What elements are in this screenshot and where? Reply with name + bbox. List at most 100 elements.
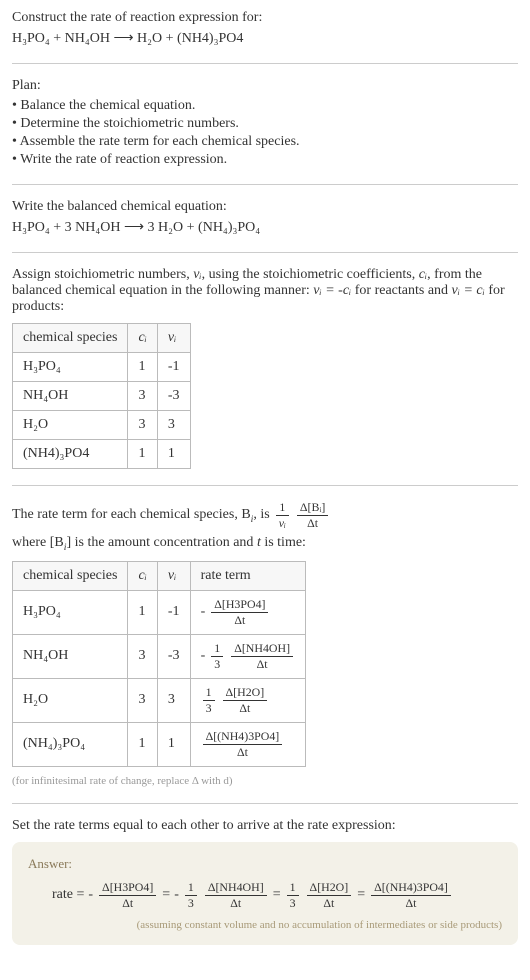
plan-item: • Determine the stoichiometric numbers. bbox=[12, 116, 518, 132]
balanced-title: Write the balanced chemical equation: bbox=[12, 199, 518, 215]
cell: 3 bbox=[128, 411, 157, 440]
numerator: 1 bbox=[211, 641, 223, 657]
divider bbox=[12, 184, 518, 185]
plan-section: Plan: • Balance the chemical equation. •… bbox=[12, 78, 518, 168]
cell-rate: -Δ[H3PO4]Δt bbox=[190, 590, 305, 634]
fraction: Δ[Bᵢ]Δt bbox=[297, 500, 328, 531]
table-row: H₂O33 bbox=[13, 411, 191, 440]
denominator: Δt bbox=[371, 896, 451, 911]
col-header: rate term bbox=[190, 561, 305, 590]
col-header: cᵢ bbox=[128, 561, 157, 590]
cell: 1 bbox=[157, 722, 190, 766]
cell: 1 bbox=[128, 722, 157, 766]
fraction: Δ[H2O]Δt bbox=[223, 685, 268, 716]
table-row: (NH4)₃PO411 bbox=[13, 440, 191, 469]
cell-rate: -13 Δ[NH4OH]Δt bbox=[190, 634, 305, 678]
numerator: Δ[H2O] bbox=[223, 685, 268, 701]
fraction: 1νᵢ bbox=[276, 500, 289, 531]
cell: 3 bbox=[128, 678, 157, 722]
numerator: Δ[H2O] bbox=[307, 880, 352, 896]
header-section: Construct the rate of reaction expressio… bbox=[12, 10, 518, 47]
cell: 3 bbox=[128, 382, 157, 411]
text: , using the stoichiometric coefficients, bbox=[202, 267, 419, 282]
cell: H₃PO₄ bbox=[13, 590, 128, 634]
fraction: Δ[NH4OH]Δt bbox=[231, 641, 293, 672]
balanced-equation: H₃PO₄ + 3 NH₄OH ⟶ 3 H₂O + (NH₄)₃PO₄ bbox=[12, 219, 518, 236]
text: is time: bbox=[261, 535, 306, 550]
plan-list: • Balance the chemical equation. • Deter… bbox=[12, 98, 518, 168]
cell: 1 bbox=[128, 590, 157, 634]
cell: NH₄OH bbox=[13, 382, 128, 411]
stoich-section: Assign stoichiometric numbers, νᵢ, using… bbox=[12, 267, 518, 469]
denominator: 3 bbox=[211, 657, 223, 672]
numerator: Δ[NH4OH] bbox=[231, 641, 293, 657]
table-header-row: chemical species cᵢ νᵢ bbox=[13, 324, 191, 353]
cell: 3 bbox=[157, 678, 190, 722]
numerator: Δ[H3PO4] bbox=[211, 597, 268, 613]
fraction: 13 bbox=[203, 685, 215, 716]
numerator: Δ[NH4OH] bbox=[205, 880, 267, 896]
denominator: Δt bbox=[307, 896, 352, 911]
denominator: Δt bbox=[211, 613, 268, 628]
rateterm-note: (for infinitesimal rate of change, repla… bbox=[12, 775, 518, 787]
sign: - bbox=[201, 604, 206, 620]
eq: νᵢ = -cᵢ bbox=[313, 283, 351, 298]
plan-item-text: Balance the chemical equation. bbox=[20, 98, 195, 113]
equals: = bbox=[357, 887, 365, 903]
fraction: Δ[(NH4)3PO4]Δt bbox=[371, 880, 451, 911]
stoich-table: chemical species cᵢ νᵢ H₃PO₄1-1 NH₄OH3-3… bbox=[12, 323, 191, 469]
cell-rate: 13 Δ[H2O]Δt bbox=[190, 678, 305, 722]
cell: H₃PO₄ bbox=[13, 353, 128, 382]
equals: = bbox=[273, 887, 281, 903]
balanced-section: Write the balanced chemical equation: H₃… bbox=[12, 199, 518, 236]
numerator: 1 bbox=[185, 880, 197, 896]
stoich-intro: Assign stoichiometric numbers, νᵢ, using… bbox=[12, 267, 518, 315]
cell: -1 bbox=[157, 590, 190, 634]
rateterm-section: The rate term for each chemical species,… bbox=[12, 500, 518, 787]
header-title: Construct the rate of reaction expressio… bbox=[12, 10, 518, 26]
text: where [B bbox=[12, 535, 64, 550]
text: The rate term for each chemical species,… bbox=[12, 507, 251, 522]
col-header: chemical species bbox=[13, 561, 128, 590]
answer-box: Answer: rate = - Δ[H3PO4]Δt = - 13 Δ[NH4… bbox=[12, 842, 518, 945]
fraction: Δ[H2O]Δt bbox=[307, 880, 352, 911]
cell: 3 bbox=[157, 411, 190, 440]
denominator: Δt bbox=[223, 701, 268, 716]
numerator: Δ[(NH4)3PO4] bbox=[203, 729, 283, 745]
plan-item: • Assemble the rate term for each chemic… bbox=[12, 134, 518, 150]
table-row: H₃PO₄1-1 bbox=[13, 353, 191, 382]
plan-item-text: Write the rate of reaction expression. bbox=[20, 152, 227, 167]
table-row: NH₄OH3-3 bbox=[13, 382, 191, 411]
cell: H₂O bbox=[13, 678, 128, 722]
denominator: Δt bbox=[297, 516, 328, 531]
table-header-row: chemical species cᵢ νᵢ rate term bbox=[13, 561, 306, 590]
denominator: 3 bbox=[287, 896, 299, 911]
answer-note: (assuming constant volume and no accumul… bbox=[28, 919, 502, 931]
denominator: Δt bbox=[205, 896, 267, 911]
col-header: chemical species bbox=[13, 324, 128, 353]
denominator: νᵢ bbox=[276, 516, 289, 531]
sign: - bbox=[88, 887, 93, 903]
header-equation: H₃PO₄ + NH₄OH ⟶ H₂O + (NH4)₃PO4 bbox=[12, 30, 518, 47]
cell: H₂O bbox=[13, 411, 128, 440]
cell: (NH4)₃PO4 bbox=[13, 440, 128, 469]
fraction: 13 bbox=[185, 880, 197, 911]
table-row: H₃PO₄ 1 -1 -Δ[H3PO4]Δt bbox=[13, 590, 306, 634]
cell: (NH₄)₃PO₄ bbox=[13, 722, 128, 766]
sign: - bbox=[201, 648, 206, 664]
numerator: 1 bbox=[287, 880, 299, 896]
answer-label: Answer: bbox=[28, 856, 502, 872]
fraction: Δ[NH4OH]Δt bbox=[205, 880, 267, 911]
fraction: Δ[H3PO4]Δt bbox=[211, 597, 268, 628]
cell: 1 bbox=[128, 440, 157, 469]
denominator: Δt bbox=[99, 896, 156, 911]
col-header: νᵢ bbox=[157, 561, 190, 590]
fraction: 13 bbox=[211, 641, 223, 672]
eq: νᵢ = cᵢ bbox=[452, 283, 485, 298]
equals: = bbox=[162, 887, 170, 903]
col-header: νᵢ bbox=[157, 324, 190, 353]
rate-expression: rate = - Δ[H3PO4]Δt = - 13 Δ[NH4OH]Δt = … bbox=[28, 880, 502, 911]
divider bbox=[12, 485, 518, 486]
cell: -1 bbox=[157, 353, 190, 382]
sign: - bbox=[174, 887, 179, 903]
